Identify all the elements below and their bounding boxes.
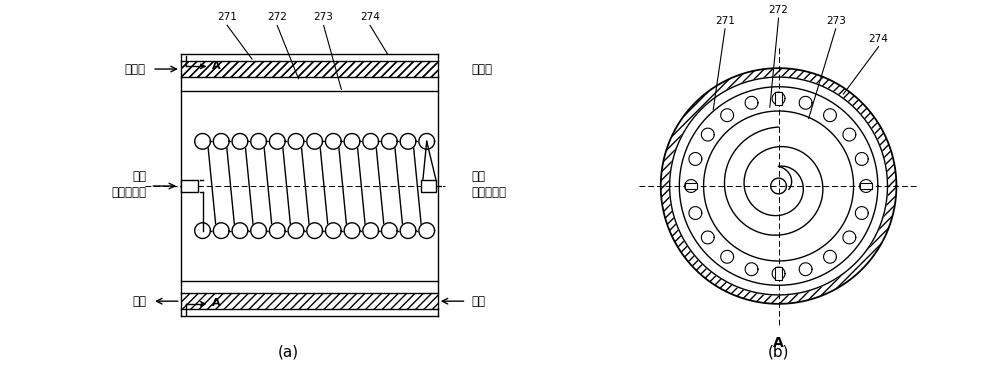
Bar	[181, 61, 438, 77]
Polygon shape	[670, 77, 887, 295]
Polygon shape	[251, 134, 266, 149]
Text: (b): (b)	[768, 344, 789, 360]
Polygon shape	[689, 206, 702, 219]
Polygon shape	[195, 134, 210, 149]
Polygon shape	[232, 223, 248, 238]
Polygon shape	[843, 231, 856, 244]
Polygon shape	[860, 180, 872, 192]
Polygon shape	[213, 223, 229, 238]
Polygon shape	[799, 263, 812, 276]
Polygon shape	[363, 223, 379, 238]
Polygon shape	[689, 153, 702, 166]
Polygon shape	[701, 128, 714, 141]
Text: 271: 271	[217, 12, 237, 22]
Polygon shape	[400, 223, 416, 238]
Polygon shape	[721, 250, 734, 263]
Polygon shape	[824, 109, 836, 122]
Polygon shape	[771, 178, 786, 194]
Text: 274: 274	[360, 12, 380, 22]
Polygon shape	[745, 263, 758, 276]
Polygon shape	[843, 128, 856, 141]
Text: 热源: 热源	[133, 295, 147, 308]
Polygon shape	[400, 134, 416, 149]
Text: (a): (a)	[277, 344, 298, 360]
Polygon shape	[772, 267, 785, 280]
Polygon shape	[288, 134, 304, 149]
Text: 274: 274	[869, 34, 889, 44]
Text: 273: 273	[826, 16, 846, 26]
Polygon shape	[195, 223, 210, 238]
Text: （生成物）: （生成物）	[472, 186, 507, 199]
Text: 燃料: 燃料	[133, 170, 147, 183]
Text: 273: 273	[314, 12, 334, 22]
Polygon shape	[307, 134, 322, 149]
Text: A: A	[212, 61, 220, 71]
Polygon shape	[685, 180, 698, 192]
Text: 272: 272	[769, 5, 789, 15]
Polygon shape	[721, 109, 734, 122]
Bar	[181, 180, 198, 192]
Text: 271: 271	[715, 16, 735, 26]
Polygon shape	[251, 223, 266, 238]
Polygon shape	[269, 223, 285, 238]
Bar	[421, 180, 436, 192]
Polygon shape	[855, 206, 868, 219]
Polygon shape	[799, 96, 812, 109]
Bar	[775, 267, 782, 280]
Polygon shape	[325, 223, 341, 238]
Polygon shape	[213, 134, 229, 149]
Polygon shape	[325, 134, 341, 149]
Bar	[181, 293, 438, 309]
Text: 气态水: 气态水	[472, 62, 493, 76]
Text: A: A	[773, 336, 784, 350]
Polygon shape	[307, 223, 322, 238]
Polygon shape	[344, 223, 360, 238]
Polygon shape	[382, 223, 397, 238]
Text: 液态水: 液态水	[124, 62, 145, 76]
Text: 272: 272	[267, 12, 287, 22]
Bar	[775, 92, 782, 105]
Bar	[181, 293, 438, 309]
Text: 燃料: 燃料	[472, 170, 486, 183]
Polygon shape	[824, 250, 836, 263]
Bar	[860, 183, 872, 189]
Polygon shape	[745, 96, 758, 109]
Polygon shape	[288, 223, 304, 238]
Text: A: A	[212, 298, 220, 308]
Bar	[181, 92, 438, 280]
Polygon shape	[855, 153, 868, 166]
Text: 热源: 热源	[472, 295, 486, 308]
Bar	[181, 61, 438, 77]
Text: （反应物）: （反应物）	[112, 186, 147, 199]
Polygon shape	[269, 134, 285, 149]
Polygon shape	[382, 134, 397, 149]
Polygon shape	[363, 134, 379, 149]
Bar	[181, 61, 438, 77]
Polygon shape	[419, 134, 435, 149]
Polygon shape	[701, 231, 714, 244]
Polygon shape	[419, 223, 435, 238]
Bar	[685, 183, 697, 189]
Polygon shape	[344, 134, 360, 149]
Polygon shape	[661, 68, 896, 304]
Polygon shape	[704, 111, 854, 261]
Polygon shape	[772, 92, 785, 105]
Polygon shape	[232, 134, 248, 149]
